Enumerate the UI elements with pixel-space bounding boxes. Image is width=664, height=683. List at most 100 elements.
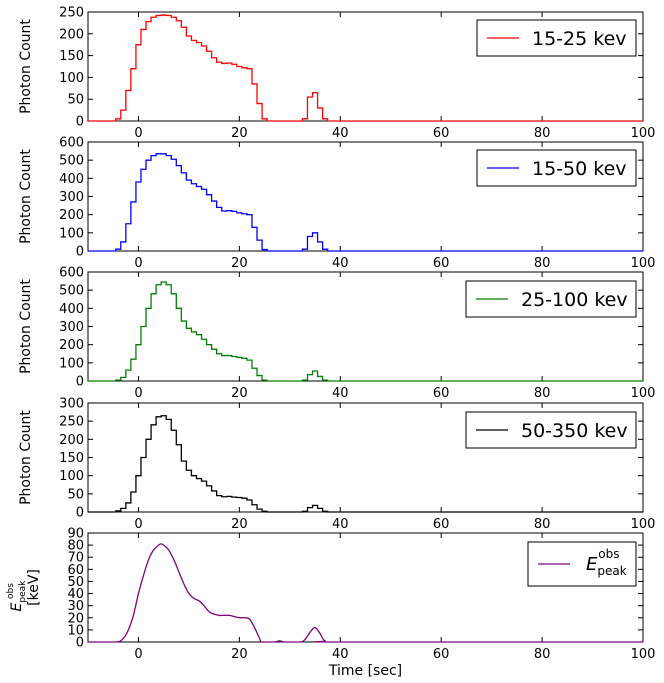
- y-tick-label: 50: [67, 575, 84, 590]
- x-tick-label: 100: [631, 126, 656, 141]
- series-line: [88, 281, 643, 382]
- y-axis-unit: [keV]: [26, 569, 42, 606]
- y-tick-label: 50: [67, 93, 84, 108]
- y-tick-label: 250: [59, 415, 84, 430]
- x-tick-label: 100: [631, 647, 656, 662]
- legend-label: 50-350 kev: [521, 420, 628, 442]
- y-tick-label: 80: [67, 539, 84, 554]
- y-tick-label: 200: [59, 208, 84, 223]
- legend-label: 15-50 kev: [532, 158, 627, 180]
- series-line: [88, 415, 643, 513]
- y-axis-label: Photon Count: [18, 410, 34, 505]
- x-tick-label: 20: [231, 517, 248, 532]
- y-tick-label: 40: [67, 587, 84, 602]
- y-tick-label: 20: [67, 611, 84, 626]
- x-tick-label: 60: [433, 517, 450, 532]
- x-tick-label: 0: [134, 517, 142, 532]
- x-tick-label: 60: [433, 126, 450, 141]
- y-tick-label: 0: [76, 506, 84, 521]
- y-tick-label: 30: [67, 599, 84, 614]
- y-tick-label: 500: [59, 284, 84, 299]
- legend-label: 15-25 kev: [532, 28, 627, 50]
- y-tick-label: 300: [59, 320, 84, 335]
- series-line: [88, 14, 643, 122]
- y-tick-label: 200: [59, 27, 84, 42]
- y-label-sub: peak: [18, 580, 28, 603]
- x-tick-label: 0: [134, 647, 142, 662]
- x-tick-label: 100: [631, 517, 656, 532]
- x-tick-label: 20: [231, 256, 248, 271]
- legend-label: 25-100 kev: [521, 289, 628, 311]
- legend: 50-350 kev: [465, 411, 637, 449]
- x-tick-label: 60: [433, 256, 450, 271]
- series-line: [88, 543, 643, 643]
- legend-sub: peak: [597, 564, 626, 578]
- y-axis-label: Photon Count: [18, 19, 34, 114]
- legend-label: Epeak obs: [586, 547, 627, 578]
- panel-4: 0 20 40 60 80 100 0 50 100 150 200 250 300 Photon Cou…: [18, 397, 655, 533]
- y-tick-label: 0: [76, 636, 84, 651]
- y-axis-label: Photon Count: [18, 149, 34, 244]
- legend-sup: obs: [598, 547, 619, 561]
- x-tick-label: 80: [534, 517, 551, 532]
- legend: 25-100 kev: [465, 280, 637, 318]
- x-tick-label: 40: [332, 647, 349, 662]
- y-tick-label: 100: [59, 71, 84, 86]
- y-tick-label: 90: [67, 527, 84, 542]
- x-tick-label: 60: [433, 386, 450, 401]
- y-tick-label: 400: [59, 302, 84, 317]
- x-tick-label: 40: [332, 126, 349, 141]
- x-tick-label: 0: [134, 126, 142, 141]
- x-tick-label: 40: [332, 517, 349, 532]
- y-label-main: E: [9, 603, 25, 612]
- y-tick-label: 100: [59, 356, 84, 371]
- x-tick-label: 100: [631, 256, 656, 271]
- x-tick-label: 80: [534, 126, 551, 141]
- x-tick-label: 0: [134, 256, 142, 271]
- y-tick-label: 0: [76, 245, 84, 260]
- y-tick-label: 300: [59, 397, 84, 412]
- y-label-sup: obs: [6, 583, 16, 599]
- x-axis-label: Time [sec]: [328, 663, 402, 679]
- y-tick-label: 10: [67, 623, 84, 638]
- y-tick-label: 500: [59, 154, 84, 169]
- x-tick-label: 20: [231, 647, 248, 662]
- x-tick-label: 20: [231, 126, 248, 141]
- y-tick-label: 400: [59, 172, 84, 187]
- x-tick-label: 100: [631, 386, 656, 401]
- y-axis-label: Epeakobs: [6, 580, 28, 612]
- y-tick-label: 0: [76, 115, 84, 130]
- y-axis-label: Photon Count: [18, 279, 34, 374]
- y-tick-label: 0: [76, 375, 84, 390]
- panel-5: 0 20 40 60 80 1000102030405060708090Epeakobs[…: [6, 527, 655, 680]
- y-tick-label: 60: [67, 563, 84, 578]
- y-tick-label: 50: [67, 487, 84, 502]
- y-tick-label: 100: [59, 226, 84, 241]
- y-tick-label: 70: [67, 551, 84, 566]
- y-tick-label: 300: [59, 190, 84, 205]
- legend: 15-50 kev: [476, 149, 637, 187]
- y-tick-label: 150: [59, 451, 84, 466]
- legend: Epeak obs: [527, 541, 637, 587]
- y-tick-label: 250: [59, 6, 84, 21]
- x-tick-label: 80: [534, 647, 551, 662]
- legend-main: E: [586, 554, 598, 575]
- y-tick-label: 200: [59, 338, 84, 353]
- panel-1: 0 20 40 60 80 100 0 50 100 150 200 250 Photon Count 1…: [18, 6, 655, 142]
- x-tick-label: 40: [332, 386, 349, 401]
- y-tick-label: 600: [59, 136, 84, 151]
- y-tick-label: 100: [59, 469, 84, 484]
- x-tick-label: 0: [134, 386, 142, 401]
- series-line: [88, 153, 643, 252]
- legend: 15-25 kev: [476, 19, 637, 57]
- y-tick-label: 150: [59, 49, 84, 64]
- x-tick-label: 80: [534, 386, 551, 401]
- panel-2: 0 20 40 60 80 100 0 100 200 300 400 500 600 Photon Co…: [18, 136, 655, 272]
- y-tick-label: 600: [59, 266, 84, 281]
- x-tick-label: 60: [433, 647, 450, 662]
- y-tick-label: 200: [59, 433, 84, 448]
- x-tick-label: 20: [231, 386, 248, 401]
- x-tick-label: 40: [332, 256, 349, 271]
- x-tick-label: 80: [534, 256, 551, 271]
